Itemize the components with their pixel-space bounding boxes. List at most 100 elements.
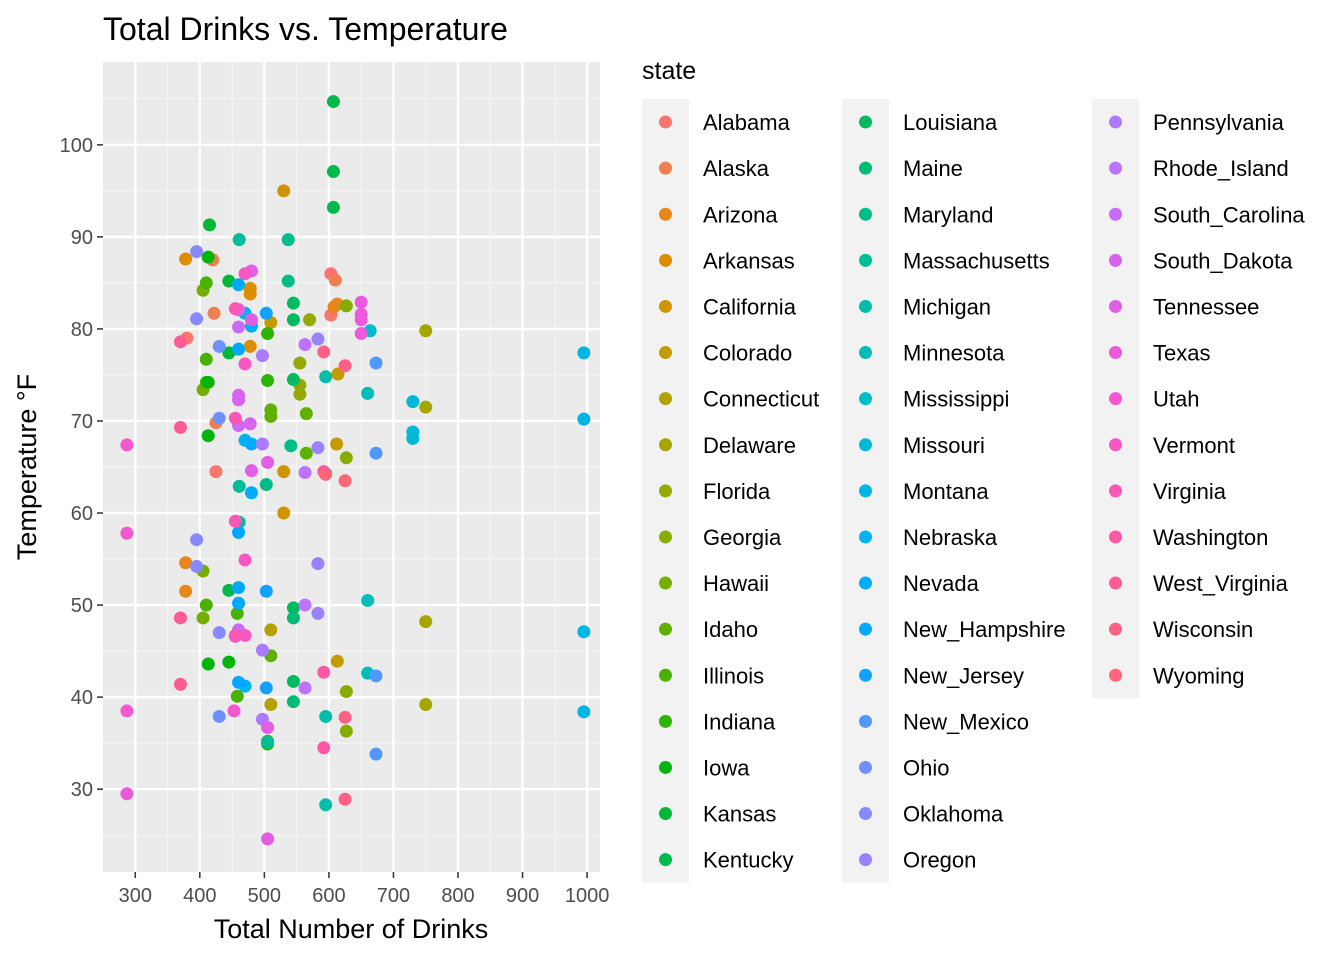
legend-label: Ohio xyxy=(903,755,949,780)
data-point xyxy=(228,514,242,528)
x-tick-label: 700 xyxy=(377,885,410,907)
data-point xyxy=(244,313,258,327)
legend-key xyxy=(1109,484,1122,498)
legend-key xyxy=(1109,576,1122,590)
x-tick-label: 800 xyxy=(441,885,474,907)
data-point xyxy=(261,327,275,341)
data-point xyxy=(311,606,325,620)
legend-key xyxy=(659,484,672,498)
data-point xyxy=(244,464,258,478)
legend-label: Arkansas xyxy=(703,248,795,273)
data-point xyxy=(326,95,340,109)
legend-key xyxy=(1109,530,1122,544)
data-point xyxy=(284,439,298,453)
data-point xyxy=(120,787,134,801)
legend-label: Massachusetts xyxy=(903,248,1050,273)
legend-key xyxy=(859,530,872,544)
legend-key xyxy=(859,760,872,774)
legend-key xyxy=(659,530,672,544)
legend-key xyxy=(659,760,672,774)
data-point xyxy=(238,267,252,281)
legend-label: Delaware xyxy=(703,433,796,458)
legend-label: Wyoming xyxy=(1153,663,1245,688)
legend-label: Colorado xyxy=(703,341,792,366)
legend-key xyxy=(1109,207,1122,221)
data-point xyxy=(120,526,134,540)
data-point xyxy=(317,345,331,359)
data-point xyxy=(244,437,258,451)
legend-key xyxy=(659,438,672,452)
data-point xyxy=(173,677,187,691)
data-point xyxy=(238,357,252,371)
data-point xyxy=(232,581,246,595)
data-point xyxy=(286,695,300,709)
data-point xyxy=(298,598,312,612)
legend-title: state xyxy=(642,57,696,85)
data-point xyxy=(173,611,187,625)
data-point xyxy=(319,709,333,723)
data-point xyxy=(212,411,226,425)
data-point xyxy=(190,245,204,259)
data-point xyxy=(299,407,313,421)
legend-label: Oregon xyxy=(903,848,976,873)
data-point xyxy=(244,486,258,500)
data-point xyxy=(319,370,333,384)
legend-label: Arizona xyxy=(703,202,778,227)
data-point xyxy=(369,446,383,460)
legend-key xyxy=(659,668,672,682)
data-point xyxy=(190,533,204,547)
legend-key xyxy=(659,576,672,590)
data-point xyxy=(319,467,333,481)
data-point xyxy=(361,386,375,400)
data-point xyxy=(230,689,244,703)
data-point xyxy=(232,479,246,493)
legend-label: Utah xyxy=(1153,387,1199,412)
data-point xyxy=(243,339,257,353)
legend-label: Virginia xyxy=(1153,479,1227,504)
data-point xyxy=(338,474,352,488)
data-point xyxy=(303,313,317,327)
data-point xyxy=(179,556,193,570)
data-point xyxy=(259,306,273,320)
data-point xyxy=(293,356,307,370)
data-point xyxy=(261,373,275,387)
data-points xyxy=(120,95,591,846)
legend-label: Washington xyxy=(1153,525,1268,550)
data-point xyxy=(228,628,242,642)
legend-key xyxy=(659,714,672,728)
data-point xyxy=(286,313,300,327)
legend-label: Vermont xyxy=(1153,433,1235,458)
x-tick-label: 500 xyxy=(248,885,281,907)
legend-key xyxy=(859,207,872,221)
legend-label: Oklahoma xyxy=(903,802,1004,827)
legend-key xyxy=(859,392,872,406)
data-point xyxy=(232,525,246,539)
legend-label: South_Dakota xyxy=(1153,248,1293,273)
data-point xyxy=(238,628,252,642)
data-point xyxy=(317,665,331,679)
data-point xyxy=(319,798,333,812)
data-point xyxy=(339,724,353,738)
data-point xyxy=(201,250,215,264)
data-point xyxy=(212,709,226,723)
legend-key xyxy=(659,161,672,175)
data-point xyxy=(243,417,257,431)
data-point xyxy=(232,233,246,247)
legend-key xyxy=(1109,346,1122,360)
data-point xyxy=(330,437,344,451)
legend-label: Kentucky xyxy=(703,848,794,873)
data-point xyxy=(222,655,236,669)
legend-label: Maryland xyxy=(903,202,993,227)
legend-label: West_Virginia xyxy=(1153,571,1289,596)
legend-key xyxy=(659,253,672,267)
data-point xyxy=(212,339,226,353)
data-point xyxy=(201,429,215,443)
data-point xyxy=(227,704,241,718)
data-point xyxy=(255,349,269,363)
legend-key xyxy=(659,622,672,636)
data-point xyxy=(255,643,269,657)
data-point xyxy=(419,697,433,711)
legend-label: Illinois xyxy=(703,663,764,688)
legend-label: Missouri xyxy=(903,433,985,458)
legend-label: Indiana xyxy=(703,709,776,734)
